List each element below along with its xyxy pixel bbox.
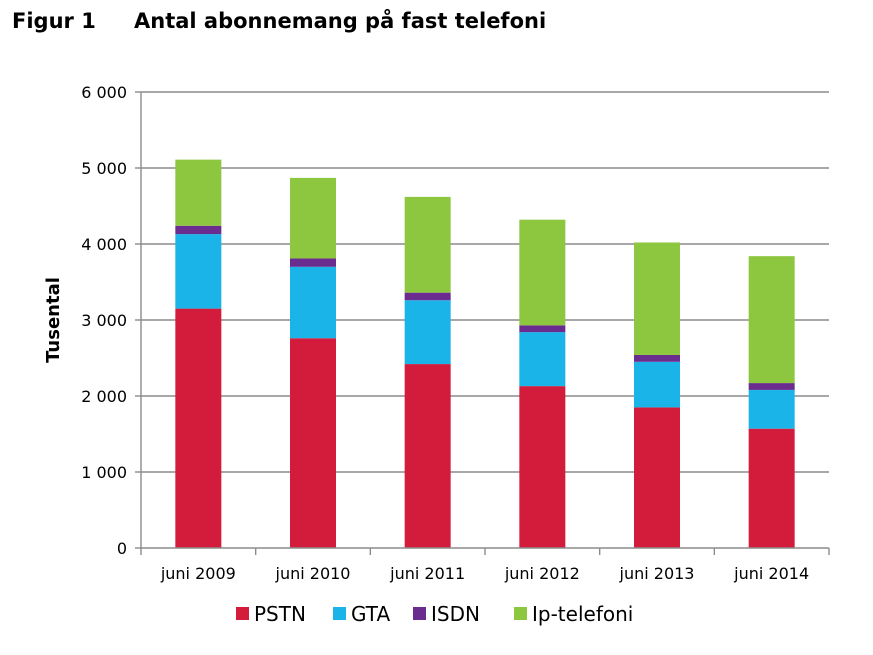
x-tick-label: juni 2012	[504, 564, 580, 583]
legend-label: GTA	[351, 602, 390, 626]
x-tick-label: juni 2010	[275, 564, 351, 583]
legend-label: PSTN	[254, 602, 306, 626]
x-tick-labels: juni 2009 juni 2010 juni 2011 juni 2012 juni…	[160, 564, 809, 583]
x-tick-label: juni 2011	[389, 564, 465, 583]
bar-segment-ip-telefoni	[634, 242, 680, 355]
bar-segment-isdn	[519, 325, 566, 333]
y-tick-label: 4 000	[81, 235, 127, 254]
y-tick-label: 2 000	[81, 387, 127, 406]
axes	[135, 91, 830, 555]
gridlines	[141, 91, 829, 473]
bar-segment-gta	[634, 361, 680, 408]
y-tick-label: 1 000	[81, 463, 127, 482]
y-tick-labels: 0 1 000 2 000 3 000 4 000 5 000 6 000	[81, 83, 127, 558]
legend-swatch	[413, 607, 426, 620]
bar-segment-isdn	[175, 225, 222, 235]
bar-segment-pstn	[404, 364, 451, 548]
legend-swatch	[333, 607, 346, 620]
bar-segment-pstn	[519, 386, 566, 548]
bar-segment-isdn	[748, 383, 795, 390]
y-tick-label: 3 000	[81, 311, 127, 330]
y-tick-label: 0	[117, 539, 127, 558]
bar-segment-ip-telefoni	[404, 196, 451, 293]
bar-segment-isdn	[290, 258, 336, 267]
bar-segment-ip-telefoni	[748, 256, 795, 384]
bar-segment-gta	[175, 234, 222, 309]
bar-segment-ip-telefoni	[175, 159, 222, 226]
legend-swatch	[236, 607, 249, 620]
bar-segment-pstn	[175, 308, 222, 548]
bar-segment-pstn	[634, 407, 680, 548]
figure-label: Figur 1	[12, 9, 96, 33]
x-tick-label: juni 2013	[619, 564, 695, 583]
bar-segment-gta	[290, 266, 336, 339]
y-tick-label: 6 000	[81, 83, 127, 102]
x-tick-label: juni 2014	[733, 564, 809, 583]
y-tick-label: 5 000	[81, 159, 127, 178]
bar-segment-isdn	[634, 354, 680, 362]
bar-segment-pstn	[748, 428, 795, 548]
bar-segment-ip-telefoni	[290, 177, 336, 259]
bar-segment-gta	[519, 332, 566, 387]
chart-title: Antal abonnemang på fast telefoni	[134, 9, 547, 33]
bar-segment-gta	[404, 300, 451, 365]
bar-segment-isdn	[404, 292, 451, 301]
legend-label: ISDN	[431, 602, 480, 626]
bar-segment-gta	[748, 389, 795, 429]
bars	[175, 159, 795, 548]
legend: PSTN GTA ISDN Ip-telefoni	[236, 602, 633, 626]
y-axis-title: Tusental	[43, 277, 64, 363]
bar-segment-pstn	[290, 338, 336, 548]
legend-label: Ip-telefoni	[532, 602, 633, 626]
bar-segment-ip-telefoni	[519, 219, 566, 326]
legend-swatch	[514, 607, 527, 620]
x-tick-label: juni 2009	[160, 564, 236, 583]
